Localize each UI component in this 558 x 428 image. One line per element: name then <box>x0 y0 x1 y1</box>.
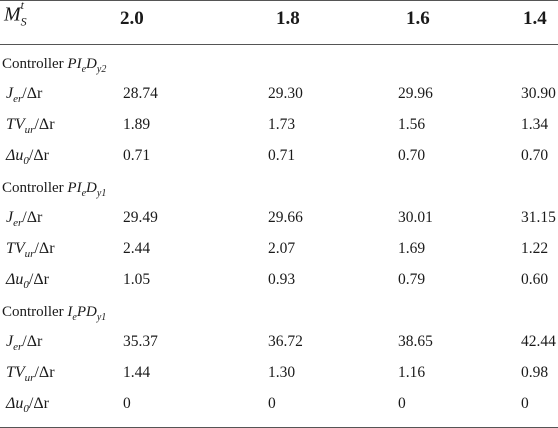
table-cell: 1.16 <box>398 364 426 381</box>
table-row: Δu0/Δr 1.05 0.93 0.79 0.60 <box>0 264 558 294</box>
table-cell: 1.34 <box>521 116 549 133</box>
table-cell: 42.44 <box>521 333 556 350</box>
row-label: Δu0/Δr <box>6 395 49 416</box>
table-cell: 30.90 <box>521 85 556 102</box>
table-cell: 28.74 <box>123 85 158 102</box>
table-cell: 29.30 <box>268 85 303 102</box>
header-col-4: 1.4 <box>523 8 547 29</box>
table-cell: 2.44 <box>123 240 151 257</box>
table-cell: 0.70 <box>398 147 426 164</box>
table-cell: 0.60 <box>521 271 549 288</box>
table-cell: 1.69 <box>398 240 426 257</box>
table-cell: 0 <box>398 395 406 412</box>
table-row: TVur/Δr 1.44 1.30 1.16 0.98 <box>0 357 558 387</box>
table-cell: 1.56 <box>398 116 426 133</box>
table-cell: 31.15 <box>521 209 556 226</box>
section-heading: Controller PIeDy2 <box>2 56 107 75</box>
row-label: Jer/Δr <box>6 85 43 106</box>
table-cell: 0 <box>521 395 529 412</box>
table-cell: 29.66 <box>268 209 303 226</box>
table-cell: 2.07 <box>268 240 296 257</box>
table-cell: 1.30 <box>268 364 296 381</box>
table-cell: 1.89 <box>123 116 151 133</box>
table-cell: 1.05 <box>123 271 151 288</box>
table-row: TVur/Δr 2.44 2.07 1.69 1.22 <box>0 233 558 263</box>
table-row: Jer/Δr 35.37 36.72 38.65 42.44 <box>0 326 558 356</box>
table-cell: 0.71 <box>268 147 296 164</box>
table-cell: 0 <box>123 395 131 412</box>
row-label: Jer/Δr <box>6 333 43 354</box>
table-cell: 1.22 <box>521 240 549 257</box>
table-cell: 0.93 <box>268 271 296 288</box>
header-symbol: MSt <box>4 0 27 29</box>
table-row: TVur/Δr 1.89 1.73 1.56 1.34 <box>0 109 558 139</box>
table-cell: 0.79 <box>398 271 426 288</box>
table-cell: 1.44 <box>123 364 151 381</box>
table-cell: 36.72 <box>268 333 303 350</box>
table-cell: 29.49 <box>123 209 158 226</box>
table-cell: 0 <box>268 395 276 412</box>
row-label: TVur/Δr <box>6 116 55 137</box>
row-label: Δu0/Δr <box>6 271 49 292</box>
table-cell: 0.70 <box>521 147 549 164</box>
table-row: Δu0/Δr 0 0 0 0 <box>0 388 558 418</box>
table-cell: 35.37 <box>123 333 158 350</box>
header-col-2: 1.8 <box>276 8 300 29</box>
header-col-1: 2.0 <box>120 8 144 29</box>
table-row: Δu0/Δr 0.71 0.71 0.70 0.70 <box>0 140 558 170</box>
row-label: Δu0/Δr <box>6 147 49 168</box>
row-label: TVur/Δr <box>6 364 55 385</box>
row-label: TVur/Δr <box>6 240 55 261</box>
table-cell: 1.73 <box>268 116 296 133</box>
table-row: Jer/Δr 29.49 29.66 30.01 31.15 <box>0 202 558 232</box>
table-row: Jer/Δr 28.74 29.30 29.96 30.90 <box>0 78 558 108</box>
header-col-3: 1.6 <box>406 8 430 29</box>
table-cell: 29.96 <box>398 85 433 102</box>
header-row: MSt 2.0 1.8 1.6 1.4 <box>0 0 558 44</box>
table-cell: 0.71 <box>123 147 151 164</box>
section-heading: Controller IePDy1 <box>2 304 107 323</box>
top-rule <box>0 0 558 1</box>
table-cell: 30.01 <box>398 209 433 226</box>
table-cell: 0.98 <box>521 364 549 381</box>
row-label: Jer/Δr <box>6 209 43 230</box>
section-heading: Controller PIeDy1 <box>2 180 107 199</box>
table-cell: 38.65 <box>398 333 433 350</box>
header-rule <box>0 44 558 45</box>
